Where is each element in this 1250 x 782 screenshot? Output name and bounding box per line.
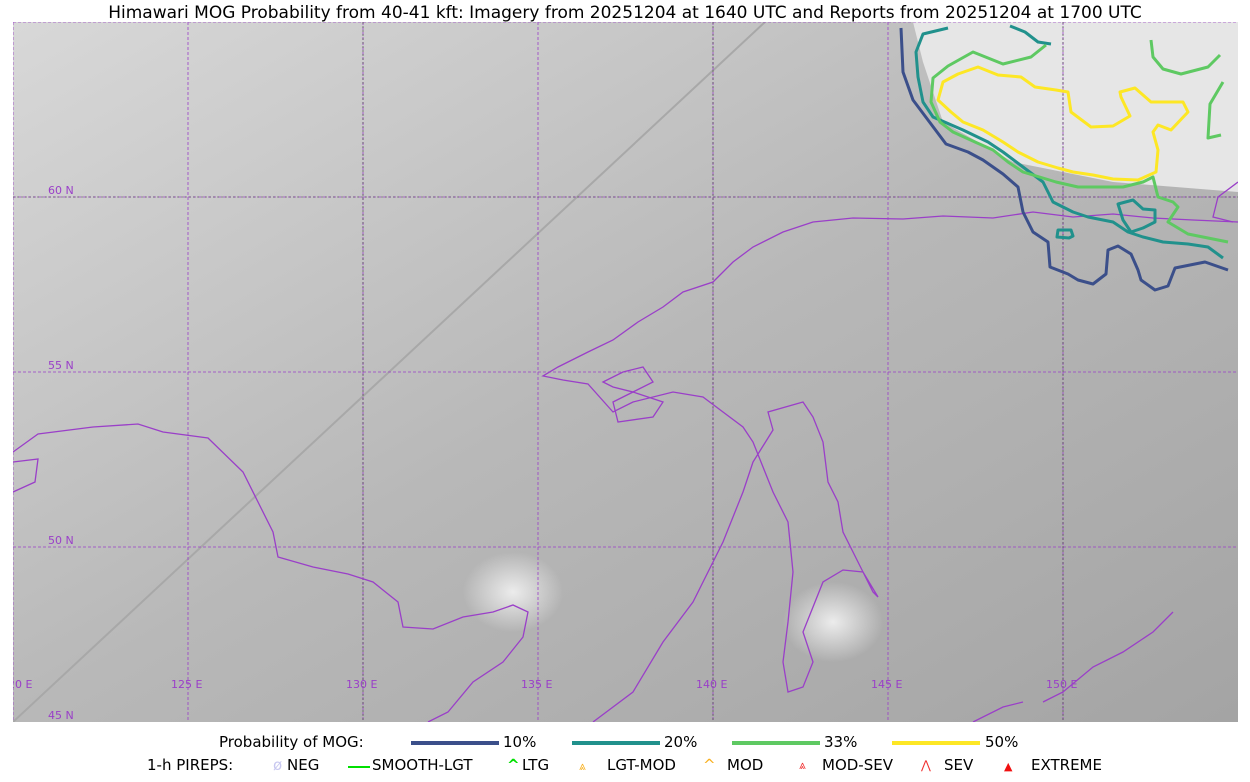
pirep-label-mod-sev: MOD-SEV (822, 756, 893, 774)
swatch-10pct (411, 741, 499, 745)
pirep-label-smooth-lgt: SMOOTH-LGT (372, 756, 473, 774)
cloud-patch (463, 552, 563, 632)
legend-label-10pct: 10% (503, 733, 537, 751)
lon-label-130: 130 E (346, 678, 377, 691)
contour-50pct (936, 65, 1190, 182)
swatch-50pct (892, 741, 980, 745)
swatch-20pct (572, 741, 660, 745)
mod-caret-icon: ^ (703, 756, 716, 774)
lon-label-125: 125 E (171, 678, 202, 691)
satellite-map[interactable]: 60 N 55 N 50 N 45 N 120 E 125 E 130 E 13… (13, 22, 1238, 722)
lat-label-60: 60 N (48, 184, 74, 197)
lon-label-140: 140 E (696, 678, 727, 691)
pirep-label-neg: NEG (287, 756, 320, 774)
grid-labels: 60 N 55 N 50 N 45 N 120 E 125 E 130 E 13… (13, 184, 1077, 722)
contour-10pct (899, 27, 1229, 292)
coastline (13, 181, 1238, 722)
pirep-label-extreme: EXTREME (1031, 756, 1102, 774)
lon-label-145: 145 E (871, 678, 902, 691)
contour-20pct-c (1116, 198, 1157, 234)
cloud-patch (783, 582, 883, 662)
lon-label-120: 120 E (13, 678, 32, 691)
probability-legend-title: Probability of MOG: (219, 733, 364, 751)
pirep-label-lgt-mod: LGT-MOD (607, 756, 676, 774)
lon-label-135: 135 E (521, 678, 552, 691)
contour-20pct (914, 26, 1224, 260)
legend-label-20pct: 20% (664, 733, 698, 751)
mod-sev-double-caret-bar-icon: ⩓ (799, 758, 806, 772)
legend-label-33pct: 33% (824, 733, 858, 751)
pirep-label-sev: SEV (944, 756, 974, 774)
chart-title: Himawari MOG Probability from 40-41 kft:… (108, 3, 1142, 23)
mog-contours (899, 24, 1229, 292)
contour-20pct-b (1009, 24, 1052, 46)
legend-label-50pct: 50% (985, 733, 1019, 751)
contour-33pct-c (1206, 81, 1225, 140)
contour-33pct (929, 43, 1229, 244)
contour-20pct-d (1055, 228, 1075, 240)
lgt-mod-caret-bar-icon: ⩓ (579, 759, 586, 773)
smooth-lgt-line-icon (348, 766, 370, 768)
ltg-caret-icon: ^ (507, 756, 520, 774)
grid-dark-overlay (13, 22, 1238, 722)
contour-33pct-b (1149, 39, 1222, 76)
pirep-label-mod: MOD (727, 756, 764, 774)
sev-double-caret-icon: ⋀ (921, 758, 931, 772)
lon-label-150: 150 E (1046, 678, 1077, 691)
pireps-legend-title: 1-h PIREPS: (147, 756, 234, 774)
extreme-filled-triangle-icon: ▲ (1004, 760, 1013, 773)
neg-icon: ø (273, 756, 283, 774)
pirep-label-ltg: LTG (522, 756, 550, 774)
lat-label-45: 45 N (48, 709, 74, 722)
swatch-33pct (732, 741, 820, 745)
lat-label-50: 50 N (48, 534, 74, 547)
lat-label-55: 55 N (48, 359, 74, 372)
